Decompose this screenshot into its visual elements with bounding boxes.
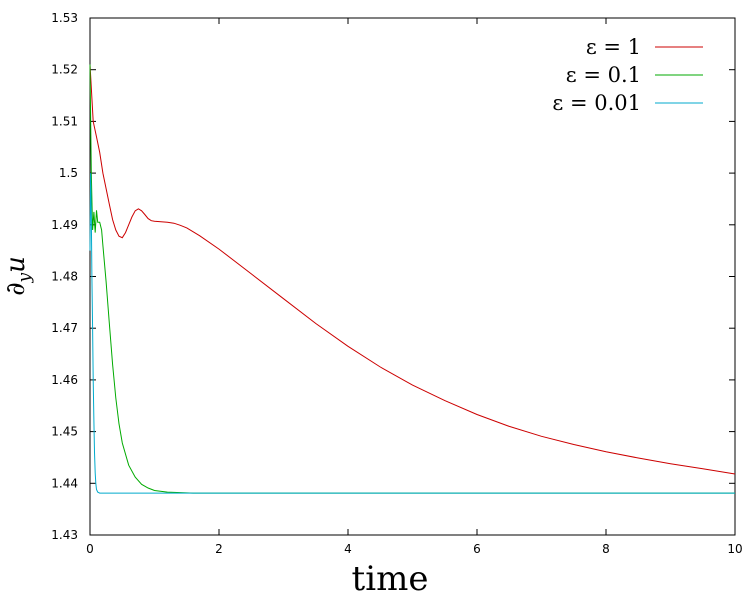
x-tick-label: 6	[473, 542, 481, 556]
y-tick-label: 1.43	[51, 528, 78, 542]
x-tick-label: 8	[602, 542, 610, 556]
y-tick-label: 1.52	[51, 63, 78, 77]
axis-ticks: 0 2 4 6 8 10 1.43 1.44 1.45 1.46 1.47 1.48 1.49 1.5 1.…	[51, 11, 742, 556]
series-line-2	[89, 173, 735, 494]
y-axis-title: ∂yu	[1, 256, 35, 296]
series-line-1	[89, 64, 735, 494]
x-tick-label: 10	[727, 542, 742, 556]
y-tick-label: 1.51	[51, 114, 78, 128]
y-tick-label: 1.5	[59, 166, 78, 180]
y-tick-label: 1.45	[51, 425, 78, 439]
y-tick-label: 1.46	[51, 373, 78, 387]
x-tick-label: 2	[215, 542, 223, 556]
y-tick-label: 1.47	[51, 321, 78, 335]
y-tick-label: 1.49	[51, 218, 78, 232]
legend: ε = 1 ε = 0.1 ε = 0.01	[552, 35, 703, 115]
y-tick-label: 1.53	[51, 11, 78, 25]
y-tick-label: 1.44	[51, 476, 78, 490]
series-line-0	[89, 64, 736, 475]
legend-label-1: ε = 0.1	[566, 63, 641, 87]
series-lines	[89, 64, 736, 494]
x-tick-label: 0	[86, 542, 94, 556]
y-tick-label: 1.48	[51, 270, 78, 284]
legend-label-0: ε = 1	[586, 35, 641, 59]
x-axis-title: time	[352, 559, 429, 599]
legend-label-2: ε = 0.01	[552, 91, 641, 115]
x-tick-label: 4	[344, 542, 352, 556]
